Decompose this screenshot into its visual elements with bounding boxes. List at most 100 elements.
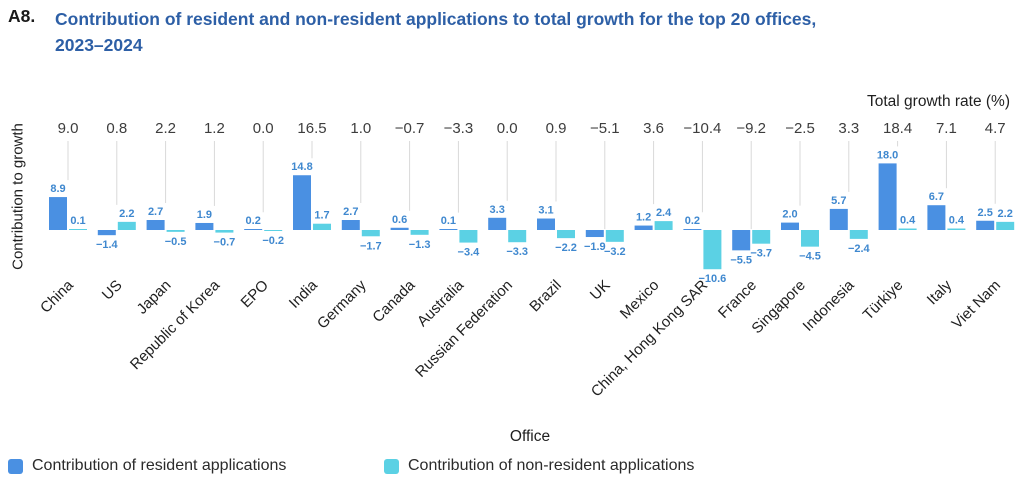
bar-value-label: −0.2 bbox=[262, 235, 284, 247]
bar-value-label: −3.3 bbox=[506, 246, 528, 258]
bar-resident bbox=[488, 217, 507, 230]
bar-value-label: −0.7 bbox=[214, 237, 236, 249]
office-label: Indonesia bbox=[800, 276, 858, 334]
legend-item-non-resident: Contribution of non-resident application… bbox=[384, 457, 694, 475]
total-growth-label: 0.8 bbox=[106, 120, 127, 137]
bar-value-label: 2.7 bbox=[343, 206, 358, 218]
office-label: US bbox=[99, 277, 126, 304]
office-label: Viet Nam bbox=[949, 277, 1004, 332]
bar-non-resident bbox=[69, 229, 87, 230]
bar-resident bbox=[537, 218, 555, 230]
bar-non-resident bbox=[166, 230, 185, 232]
bar-non-resident bbox=[947, 228, 966, 230]
bar-non-resident bbox=[313, 223, 331, 230]
resident-swatch-icon bbox=[8, 458, 23, 474]
bar-value-label: 6.7 bbox=[929, 191, 944, 203]
bar-resident bbox=[146, 220, 165, 230]
bar-value-label: 18.0 bbox=[877, 149, 898, 161]
bar-non-resident bbox=[898, 228, 917, 230]
bar-non-resident bbox=[752, 230, 771, 244]
bar-resident bbox=[781, 222, 799, 230]
bar-resident bbox=[634, 225, 653, 230]
bar-value-label: 1.2 bbox=[636, 212, 651, 224]
x-axis-label: Office bbox=[509, 428, 551, 445]
grouped-bar-chart: 9.0 8.9 0.1 China 0.8 −1.4 2.2 US 2.2 2.7 −0.5 Japa… bbox=[37, 120, 1015, 400]
bar-resident bbox=[976, 220, 995, 230]
bar-resident bbox=[439, 229, 458, 230]
office-label: China bbox=[37, 276, 77, 316]
total-growth-label: 9.0 bbox=[58, 120, 79, 137]
bar-value-label: 2.2 bbox=[998, 208, 1013, 220]
total-growth-label: 0.9 bbox=[546, 120, 567, 137]
bar-value-label: −2.4 bbox=[848, 243, 871, 255]
bar-non-resident bbox=[996, 221, 1015, 230]
office-label: Türkiye bbox=[860, 277, 907, 324]
bar-value-label: 0.1 bbox=[441, 215, 456, 227]
total-growth-label: 18.4 bbox=[883, 120, 912, 137]
bar-value-label: −10.6 bbox=[698, 273, 726, 285]
bar-non-resident bbox=[654, 221, 673, 230]
bar-resident bbox=[97, 230, 116, 236]
total-growth-rate-axis-label: Total growth rate (%) bbox=[867, 93, 1010, 110]
bar-non-resident bbox=[410, 230, 429, 235]
bar-resident bbox=[927, 205, 946, 230]
bar-value-label: −3.4 bbox=[458, 247, 481, 259]
bar-non-resident bbox=[605, 230, 624, 242]
bar-non-resident bbox=[361, 230, 380, 237]
total-growth-label: −3.3 bbox=[444, 120, 474, 137]
bar-value-label: −3.2 bbox=[604, 246, 626, 258]
bar-value-label: 8.9 bbox=[50, 183, 65, 195]
bar-non-resident bbox=[508, 230, 527, 243]
bar-value-label: 0.2 bbox=[246, 215, 261, 227]
total-growth-label: 1.2 bbox=[204, 120, 225, 137]
total-growth-label: 2.2 bbox=[155, 120, 176, 137]
bar-value-label: 3.1 bbox=[538, 205, 553, 217]
bar-resident bbox=[878, 163, 897, 230]
bar-resident bbox=[829, 208, 848, 230]
bar-resident bbox=[390, 227, 409, 230]
total-growth-label: −2.5 bbox=[785, 120, 815, 137]
bar-value-label: −1.7 bbox=[360, 240, 382, 252]
bar-resident bbox=[341, 220, 360, 230]
total-growth-label: 4.7 bbox=[985, 120, 1006, 137]
legend-item-resident: Contribution of resident applications bbox=[8, 457, 286, 475]
bar-non-resident bbox=[264, 230, 283, 231]
bar-non-resident bbox=[849, 230, 868, 239]
office-label: EPO bbox=[238, 277, 272, 311]
office-label: Mexico bbox=[617, 277, 663, 323]
bar-value-label: 2.4 bbox=[656, 207, 672, 219]
bar-resident bbox=[585, 230, 604, 238]
chart-title: Contribution of resident and non-residen… bbox=[55, 9, 817, 56]
total-growth-label: −5.1 bbox=[590, 120, 620, 137]
total-growth-label: 0.0 bbox=[497, 120, 518, 137]
bar-value-label: 14.8 bbox=[291, 161, 312, 173]
bar-non-resident bbox=[801, 230, 819, 247]
bar-value-label: −4.5 bbox=[799, 251, 821, 263]
bar-value-label: −5.5 bbox=[730, 254, 752, 266]
bar-resident bbox=[293, 175, 311, 230]
legend-label-resident: Contribution of resident applications bbox=[32, 457, 287, 474]
bar-value-label: −0.5 bbox=[165, 236, 187, 248]
non-resident-swatch-icon bbox=[384, 458, 399, 474]
total-growth-label: 3.6 bbox=[643, 120, 664, 137]
bar-value-label: 0.4 bbox=[949, 215, 965, 227]
bar-value-label: 2.2 bbox=[119, 208, 134, 220]
office-label: India bbox=[286, 276, 321, 311]
bar-non-resident bbox=[117, 221, 136, 230]
total-growth-label: 7.1 bbox=[936, 120, 957, 137]
bar-value-label: 1.9 bbox=[197, 209, 212, 221]
total-growth-label: −9.2 bbox=[736, 120, 766, 137]
office-label: Germany bbox=[314, 276, 370, 332]
office-label: Brazil bbox=[526, 277, 565, 316]
bar-non-resident bbox=[215, 230, 234, 233]
office-label: UK bbox=[587, 277, 614, 304]
legend-label-non-resident: Contribution of non-resident application… bbox=[408, 457, 695, 474]
office-label: Canada bbox=[369, 276, 419, 326]
bar-resident bbox=[195, 222, 214, 230]
bar-value-label: 0.1 bbox=[70, 215, 85, 227]
total-growth-label: 1.0 bbox=[350, 120, 371, 137]
bar-value-label: 2.0 bbox=[782, 209, 797, 221]
bar-value-label: −2.2 bbox=[555, 242, 577, 254]
total-growth-label: 0.0 bbox=[253, 120, 274, 137]
bar-resident bbox=[49, 197, 67, 230]
